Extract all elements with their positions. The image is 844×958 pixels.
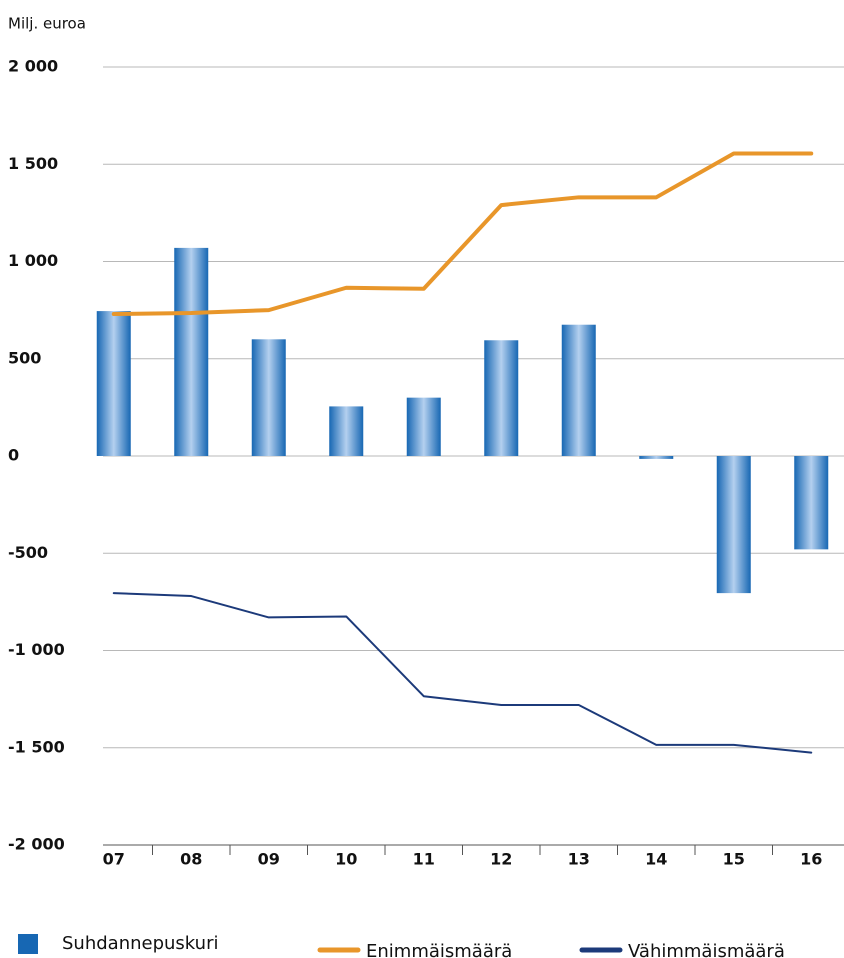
legend-swatch — [18, 934, 38, 954]
y-tick-label: 1 000 — [8, 251, 58, 270]
y-tick-label: -500 — [8, 543, 48, 562]
y-tick-label: -1 000 — [8, 640, 65, 659]
bar — [639, 456, 674, 459]
x-tick-label: 08 — [180, 850, 202, 869]
bar — [794, 456, 829, 550]
y-tick-label: 1 500 — [8, 154, 58, 173]
bar — [251, 339, 286, 456]
y-axis-label: Milj. euroa — [8, 15, 86, 33]
legend-label: Vähimmäismäärä — [628, 941, 785, 958]
y-tick-label: -2 000 — [8, 835, 65, 854]
y-tick-label: -1 500 — [8, 737, 65, 756]
bar — [174, 247, 209, 456]
y-tick-label: 0 — [8, 446, 19, 465]
x-tick-label: 16 — [800, 850, 822, 869]
x-tick-label: 10 — [335, 850, 357, 869]
x-tick-label: 15 — [723, 850, 745, 869]
x-tick-label: 14 — [645, 850, 667, 869]
bar — [406, 397, 441, 456]
x-tick-label: 13 — [568, 850, 590, 869]
x-tick-label: 11 — [413, 850, 435, 869]
x-tick-label: 09 — [258, 850, 280, 869]
line — [112, 592, 813, 754]
bar — [329, 406, 364, 456]
bar — [96, 311, 131, 456]
y-tick-label: 500 — [8, 348, 41, 367]
x-tick-label: 12 — [490, 850, 512, 869]
legend-label: Suhdannepuskuri — [62, 933, 218, 954]
bar — [716, 456, 751, 594]
x-tick-label: 07 — [103, 850, 125, 869]
y-tick-label: 2 000 — [8, 57, 58, 76]
legend-label: Enimmäismäärä — [366, 941, 512, 958]
bar — [484, 340, 519, 456]
line — [111, 151, 814, 317]
bar — [561, 324, 596, 456]
